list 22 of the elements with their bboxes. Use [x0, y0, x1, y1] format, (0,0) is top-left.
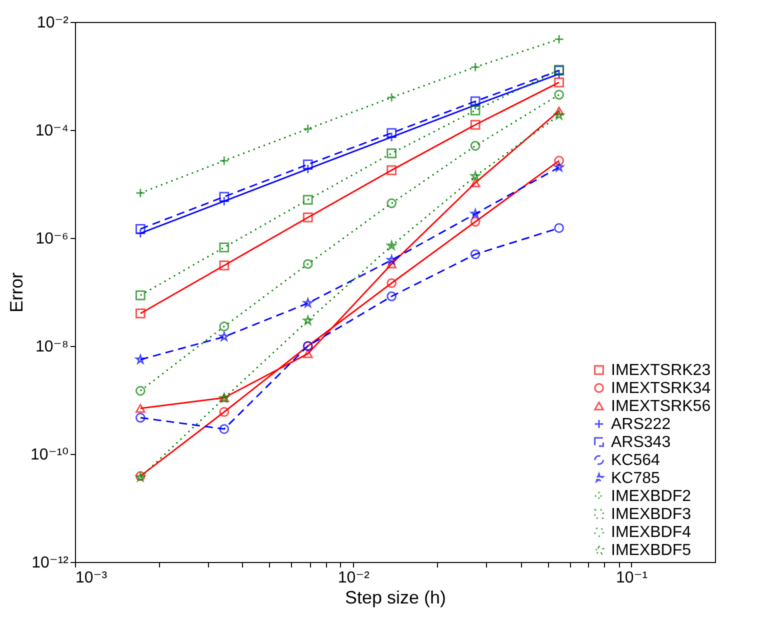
x-axis-title: Step size (h): [344, 588, 446, 608]
y-tick-label: 10⁻²: [36, 14, 70, 32]
y-tick-label: 10⁻¹²: [32, 554, 70, 572]
legend-label: IMEXTSRK56: [611, 398, 711, 415]
legend-label: IMEXBDF3: [611, 506, 692, 523]
y-axis-title: Error: [6, 272, 27, 312]
legend-label: IMEXBDF4: [611, 524, 692, 541]
legend-label: ARS222: [611, 416, 671, 433]
y-tick-label: 10⁻⁴: [35, 122, 69, 140]
y-tick-label: 10⁻¹⁰: [30, 446, 68, 464]
x-tick-label: 10⁻¹: [616, 570, 648, 586]
legend-label: IMEXTSRK23: [611, 362, 711, 379]
y-tick-label: 10⁻⁶: [36, 230, 68, 248]
legend-label: KC785: [611, 470, 660, 487]
x-tick-label: 10⁻²: [338, 570, 370, 586]
x-tick-label: 10⁻³: [76, 570, 108, 586]
legend-label: IMEXBDF2: [611, 488, 692, 505]
legend-label: KC564: [611, 452, 660, 469]
legend-label: IMEXTSRK34: [611, 380, 711, 397]
legend-label: ARS343: [611, 434, 671, 451]
y-tick-label: 10⁻⁸: [36, 338, 68, 356]
legend-label: IMEXBDF5: [611, 542, 692, 559]
